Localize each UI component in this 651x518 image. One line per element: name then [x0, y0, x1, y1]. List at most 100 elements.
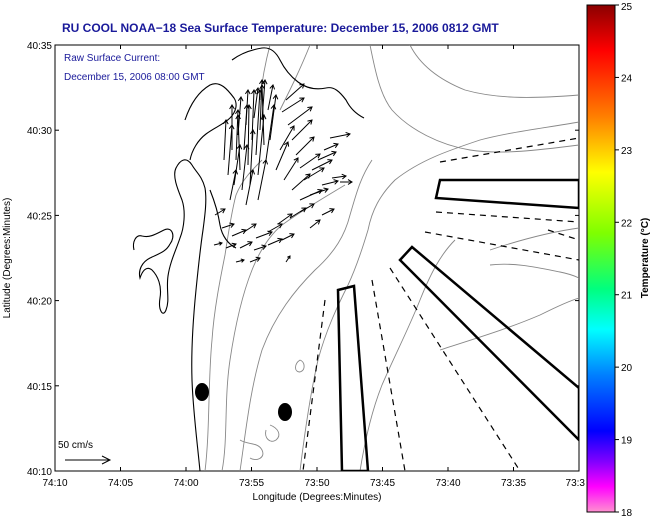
y-tick-label: 40:10 [27, 467, 52, 478]
current-vector [321, 208, 335, 216]
x-tick-label: 73:55 [239, 478, 264, 489]
current-vector [233, 144, 243, 186]
colorbar-ticks: 25 24 23 22 21 20 19 18 [615, 2, 633, 518]
current-vector [340, 179, 353, 185]
current-vector [249, 256, 261, 263]
current-vector [267, 237, 283, 246]
current-vector [253, 87, 261, 119]
y-tick-label: 40:30 [27, 126, 52, 137]
colorbar-tick-label: 24 [621, 73, 633, 84]
current-vector [222, 119, 229, 161]
map-layers [132, 45, 579, 471]
current-vector [239, 241, 253, 249]
y-tick-label: 40:25 [27, 211, 52, 222]
current-vector [317, 150, 337, 161]
bathymetry-contour [239, 439, 264, 461]
current-vector [285, 83, 305, 101]
current-vector [237, 96, 244, 136]
plot-frame [54, 44, 580, 472]
x-axis-ticks: 74:10 74:05 74:00 73:55 73:50 73:45 73:40 73:35… [42, 45, 585, 489]
colorbar-tick-label: 20 [621, 363, 633, 374]
current-vector [285, 255, 291, 263]
survey-box [434, 178, 579, 210]
current-vector [231, 228, 247, 237]
current-vector [277, 213, 293, 225]
scale-label: 50 cm/s [58, 440, 93, 451]
buoy-marker [195, 383, 209, 401]
current-vector [311, 159, 333, 171]
current-vector [281, 233, 295, 241]
current-vector [214, 208, 226, 216]
x-tick-label: 73:35 [501, 478, 526, 489]
x-tick-label: 73:50 [304, 478, 329, 489]
coastline [231, 47, 327, 90]
bathymetry-contour [265, 424, 280, 442]
colorbar [586, 4, 616, 513]
current-vector [303, 167, 325, 181]
current-vector [227, 124, 235, 176]
map-title: RU COOL NOAA−18 Sea Surface Temperature:… [62, 21, 499, 35]
current-vector [275, 141, 290, 171]
current-vector [283, 157, 299, 181]
current-vector [321, 179, 339, 186]
x-tick-label: 73:3 [566, 478, 586, 489]
current-vector [235, 258, 245, 263]
current-vector [221, 222, 235, 229]
survey-box [336, 284, 370, 471]
x-tick-label: 73:40 [435, 478, 460, 489]
current-vector [269, 94, 279, 141]
bathymetry-contour [359, 239, 456, 471]
current-vector [244, 89, 251, 126]
bathymetry-contour [489, 227, 579, 251]
coastline [209, 189, 237, 249]
current-vector [249, 129, 256, 186]
bathymetry-contour [299, 121, 579, 471]
current-vector [329, 131, 351, 139]
coastline [184, 83, 237, 161]
current-vector [279, 125, 295, 151]
x-axis-label: Longitude (Degrees:Minutes) [253, 492, 382, 503]
x-tick-label: 74:00 [173, 478, 198, 489]
colorbar-tick-label: 19 [621, 436, 633, 447]
annotation-line-2: December 15, 2006 08:00 GMT [64, 72, 205, 83]
x-tick-label: 74:05 [108, 478, 133, 489]
current-vector [259, 84, 265, 146]
current-vector [323, 142, 339, 151]
current-vector [257, 159, 269, 201]
bathymetry-contour [489, 263, 579, 279]
current-vector [243, 223, 257, 233]
bathymetry-contour [439, 297, 579, 351]
current-vector [299, 153, 321, 169]
x-tick-label: 74:10 [42, 478, 67, 489]
scale-arrow [65, 455, 112, 465]
bathymetry-contour [221, 184, 346, 471]
colorbar-label: Temperature (°C) [640, 218, 651, 299]
current-vector [267, 84, 276, 111]
y-axis-ticks: 40:35 40:30 40:25 40:20 40:15 40:10 [27, 41, 579, 478]
y-tick-label: 40:20 [27, 297, 52, 308]
current-vector [295, 136, 315, 156]
current-vector [261, 79, 268, 121]
current-vector [331, 173, 347, 180]
current-vector [265, 104, 277, 161]
current-vector [245, 169, 256, 206]
current-vector [241, 144, 250, 191]
surface-current-vectors [213, 79, 353, 263]
y-tick-label: 40:15 [27, 382, 52, 393]
current-vector [257, 114, 267, 176]
colorbar-tick-label: 21 [621, 291, 633, 302]
annotation-line-1: Raw Surface Current: [64, 53, 160, 64]
coastline [325, 87, 365, 119]
buoy-marker [278, 403, 292, 421]
current-vector [291, 119, 313, 141]
x-tick-label: 73:45 [370, 478, 395, 489]
bathymetry-contour [369, 45, 579, 153]
current-vector [309, 219, 321, 229]
current-vector [287, 106, 313, 126]
current-vector [281, 97, 305, 113]
bathymetry-contour [204, 159, 263, 471]
bathymetry-contour [409, 45, 579, 98]
colorbar-tick-label: 18 [621, 508, 633, 518]
current-vector [213, 241, 223, 246]
